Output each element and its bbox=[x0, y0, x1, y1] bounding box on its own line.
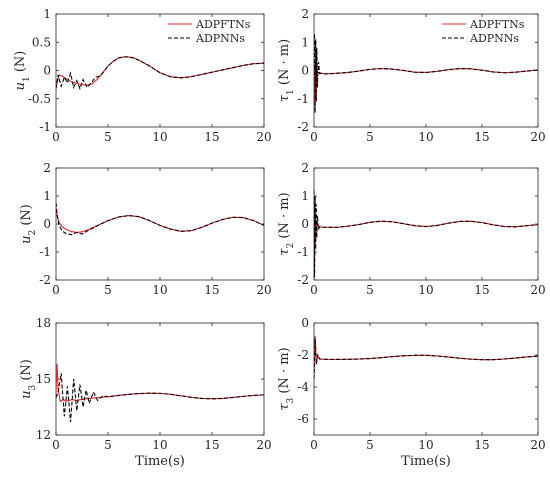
y-tick-label: 0 bbox=[43, 217, 51, 231]
x-tick-label: 0 bbox=[310, 130, 318, 144]
y-axis-label: τ3 (N · m) bbox=[277, 347, 296, 410]
x-tick-label: 20 bbox=[256, 130, 271, 144]
y-tick-label: 0 bbox=[301, 217, 309, 231]
x-tick-label: 20 bbox=[530, 130, 545, 144]
y-tick-label: -2 bbox=[297, 273, 309, 287]
legend-entry: ADPNNs bbox=[469, 32, 519, 45]
x-tick-label: 0 bbox=[310, 283, 318, 297]
y-tick-label: -1 bbox=[297, 245, 309, 259]
series-line-adpftns bbox=[314, 209, 538, 264]
axes-box bbox=[55, 322, 265, 436]
x-tick-label: 5 bbox=[104, 438, 112, 452]
x-tick-label: 15 bbox=[474, 130, 489, 144]
y-tick-label: 0 bbox=[301, 316, 309, 330]
y-axis-label: τ2 (N · m) bbox=[277, 192, 296, 255]
series-line-adpnns bbox=[56, 56, 264, 91]
y-tick-label: -2 bbox=[297, 120, 309, 134]
panel-tau2: 0 5 10 15 20 -2 -1 0 1 2 τ2 (N · m) bbox=[277, 161, 546, 297]
y-tick-label: 18 bbox=[36, 316, 51, 330]
panel-u3: 0 5 10 15 20 12 15 18 u3 (N) Time(s) bbox=[19, 316, 272, 469]
x-tick-label: 20 bbox=[530, 283, 545, 297]
x-tick-label: 5 bbox=[366, 283, 374, 297]
x-tick-label: 10 bbox=[418, 283, 433, 297]
axes-box bbox=[55, 167, 265, 281]
x-tick-label: 10 bbox=[418, 438, 433, 452]
x-tick-label: 10 bbox=[152, 283, 167, 297]
y-tick-label: 2 bbox=[301, 161, 309, 175]
panel-u2: 0 5 10 15 20 -2 -1 0 1 2 u2 (N) bbox=[19, 161, 272, 297]
y-axis-label: u2 (N) bbox=[19, 204, 38, 244]
y-tick-label: 1 bbox=[301, 35, 309, 49]
series-line-adpftns bbox=[56, 364, 264, 403]
y-tick-label: -0.5 bbox=[28, 92, 51, 106]
x-axis-label: Time(s) bbox=[401, 454, 451, 469]
y-axis-label: τ1 (N · m) bbox=[277, 39, 296, 102]
x-tick-label: 20 bbox=[256, 438, 271, 452]
y-tick-label: -2 bbox=[297, 348, 309, 362]
legend-entry: ADPFTNs bbox=[195, 18, 251, 31]
x-tick-label: 15 bbox=[474, 283, 489, 297]
x-tick-label: 5 bbox=[366, 130, 374, 144]
y-tick-label: 1 bbox=[301, 189, 309, 203]
x-tick-label: 15 bbox=[474, 438, 489, 452]
series-line-adpftns bbox=[56, 207, 264, 233]
y-tick-label: 1 bbox=[43, 189, 51, 203]
y-tick-label: 2 bbox=[43, 161, 51, 175]
axes-box bbox=[313, 167, 539, 281]
x-tick-label: 15 bbox=[204, 438, 219, 452]
y-tick-label: 1 bbox=[43, 7, 51, 21]
y-tick-label: -1 bbox=[39, 120, 51, 134]
y-tick-label: -1 bbox=[39, 245, 51, 259]
x-tick-label: 0 bbox=[52, 130, 60, 144]
x-tick-label: 10 bbox=[152, 438, 167, 452]
y-axis-label: u1 (N) bbox=[13, 51, 32, 91]
x-tick-label: 0 bbox=[52, 283, 60, 297]
panel-tau3: 0 5 10 15 20 -6 -4 -2 0 τ3 (N · m) Time(s) bbox=[277, 316, 546, 469]
y-tick-label: 2 bbox=[301, 7, 309, 21]
y-tick-label: 12 bbox=[36, 428, 51, 442]
y-tick-label: 15 bbox=[36, 372, 51, 386]
x-tick-label: 15 bbox=[204, 283, 219, 297]
y-tick-label: -4 bbox=[297, 380, 309, 394]
y-tick-label: 0.5 bbox=[32, 35, 51, 49]
series-line-adpnns bbox=[56, 373, 264, 422]
x-tick-label: 20 bbox=[256, 283, 271, 297]
y-tick-label: -6 bbox=[297, 412, 309, 426]
legend-entry: ADPNNs bbox=[195, 32, 245, 45]
y-tick-label: 0 bbox=[301, 64, 309, 78]
series-line-adpnns bbox=[314, 338, 538, 380]
x-tick-label: 20 bbox=[530, 438, 545, 452]
x-tick-label: 10 bbox=[152, 130, 167, 144]
x-tick-label: 15 bbox=[204, 130, 219, 144]
x-tick-label: 10 bbox=[418, 130, 433, 144]
x-axis-label: Time(s) bbox=[135, 454, 185, 469]
y-tick-label: 0 bbox=[43, 64, 51, 78]
y-axis-label: u3 (N) bbox=[19, 359, 38, 399]
axes-box bbox=[313, 322, 539, 436]
y-tick-label: -1 bbox=[297, 92, 309, 106]
series-line-adpnns bbox=[314, 33, 538, 113]
x-tick-label: 0 bbox=[310, 438, 318, 452]
x-tick-label: 5 bbox=[104, 283, 112, 297]
series-line-adpnns bbox=[314, 190, 538, 278]
x-tick-label: 5 bbox=[104, 130, 112, 144]
x-tick-label: 0 bbox=[52, 438, 60, 452]
x-tick-label: 5 bbox=[366, 438, 374, 452]
y-tick-label: -2 bbox=[39, 273, 51, 287]
series-line-adpftns bbox=[314, 62, 538, 102]
legend-entry: ADPFTNs bbox=[469, 18, 525, 31]
